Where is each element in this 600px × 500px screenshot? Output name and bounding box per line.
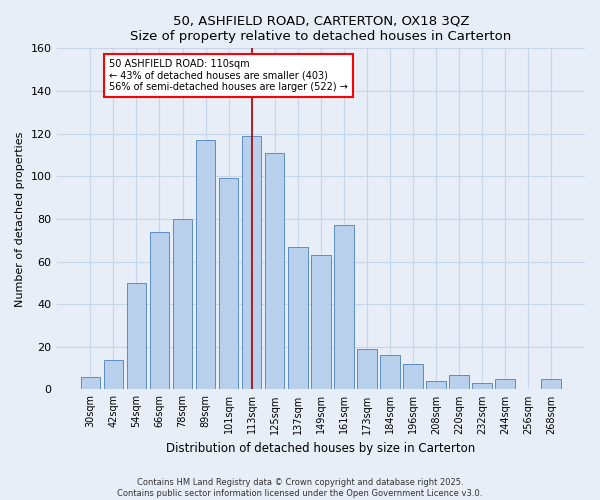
Bar bbox=[127, 283, 146, 390]
Bar bbox=[380, 356, 400, 390]
Bar bbox=[449, 374, 469, 390]
Bar bbox=[173, 219, 193, 390]
Bar bbox=[196, 140, 215, 390]
Bar bbox=[334, 226, 353, 390]
Bar bbox=[541, 379, 561, 390]
Bar bbox=[149, 232, 169, 390]
Bar bbox=[80, 376, 100, 390]
Bar bbox=[104, 360, 123, 390]
Bar bbox=[311, 255, 331, 390]
Bar bbox=[472, 383, 492, 390]
Bar bbox=[219, 178, 238, 390]
Bar bbox=[496, 379, 515, 390]
Bar bbox=[242, 136, 262, 390]
Bar bbox=[288, 246, 308, 390]
Title: 50, ASHFIELD ROAD, CARTERTON, OX18 3QZ
Size of property relative to detached hou: 50, ASHFIELD ROAD, CARTERTON, OX18 3QZ S… bbox=[130, 15, 511, 43]
Bar bbox=[357, 349, 377, 390]
Text: Contains HM Land Registry data © Crown copyright and database right 2025.
Contai: Contains HM Land Registry data © Crown c… bbox=[118, 478, 482, 498]
Text: 50 ASHFIELD ROAD: 110sqm
← 43% of detached houses are smaller (403)
56% of semi-: 50 ASHFIELD ROAD: 110sqm ← 43% of detach… bbox=[109, 59, 347, 92]
Bar bbox=[265, 153, 284, 390]
Bar bbox=[426, 381, 446, 390]
X-axis label: Distribution of detached houses by size in Carterton: Distribution of detached houses by size … bbox=[166, 442, 475, 455]
Y-axis label: Number of detached properties: Number of detached properties bbox=[15, 131, 25, 306]
Bar bbox=[403, 364, 423, 390]
